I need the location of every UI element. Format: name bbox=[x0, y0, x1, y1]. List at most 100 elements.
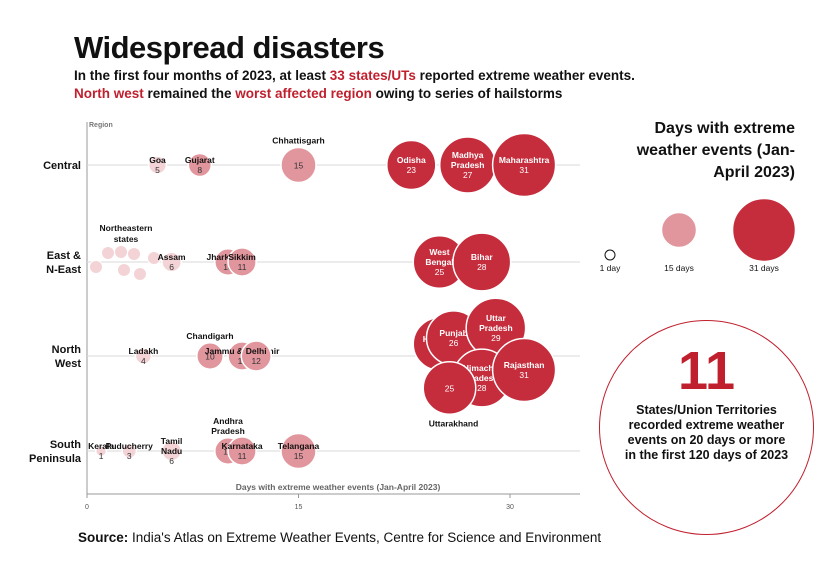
data-label-name: Pradesh bbox=[465, 373, 499, 383]
subtitle-highlight: North west bbox=[74, 86, 144, 101]
data-bubble bbox=[89, 260, 103, 274]
data-bubble bbox=[147, 155, 168, 175]
data-label-value: 8 bbox=[197, 165, 202, 175]
source-text: India's Atlas on Extreme Weather Events,… bbox=[128, 530, 602, 545]
data-bubble bbox=[161, 440, 183, 462]
data-bubble bbox=[196, 342, 224, 370]
callout-number: 11 bbox=[677, 341, 736, 401]
x-tick-label: 15 bbox=[295, 504, 303, 511]
data-label-value: 1 bbox=[99, 451, 104, 461]
data-label-value: 11 bbox=[238, 451, 247, 461]
data-bubble bbox=[147, 251, 161, 265]
subtitle-line-2: North west remained the worst affected r… bbox=[74, 86, 562, 101]
data-label-name: Kerala bbox=[88, 441, 114, 451]
data-label-name: Assam bbox=[158, 252, 186, 262]
data-label-name: Telangana bbox=[278, 441, 320, 451]
data-label-name: West bbox=[429, 247, 449, 257]
data-bubble bbox=[133, 267, 147, 281]
data-label-name: Punjab bbox=[439, 328, 467, 338]
legend-label: 31 days bbox=[749, 263, 779, 273]
data-label-value: 10 bbox=[223, 262, 233, 272]
data-label-value: 10 bbox=[205, 352, 215, 362]
source-label: Source: bbox=[78, 530, 129, 545]
data-label-value: 28 bbox=[477, 383, 487, 393]
legend-bubble bbox=[604, 249, 616, 261]
data-bubble bbox=[134, 347, 153, 365]
data-label-value: 23 bbox=[407, 165, 417, 175]
subtitle-text: remained the bbox=[143, 86, 236, 101]
data-label-name: Himachal bbox=[463, 363, 501, 373]
x-axis-title: Days with extreme weather events (Jan-Ap… bbox=[236, 482, 441, 492]
subtitle-text: owing to series of hailstorms bbox=[371, 86, 563, 101]
callout-text: States/Union Territories recorded extrem… bbox=[624, 403, 789, 462]
data-bubble bbox=[121, 443, 138, 459]
subtitle-line-1: In the first four months of 2023, at lea… bbox=[74, 68, 635, 83]
data-label-value: 25 bbox=[445, 384, 455, 394]
data-bubble bbox=[114, 245, 128, 259]
data-bubble bbox=[94, 444, 108, 458]
region-label: N-East bbox=[46, 264, 81, 276]
y-axis-title: Region bbox=[89, 122, 113, 129]
region-label: South bbox=[50, 439, 81, 451]
data-label-name: Maharashtra bbox=[499, 155, 550, 165]
data-label-name: Delhi bbox=[246, 346, 267, 356]
data-label-value: 12 bbox=[251, 356, 261, 366]
data-label-name: Pradesh bbox=[211, 426, 245, 436]
data-bubble bbox=[101, 246, 115, 260]
data-bubble bbox=[422, 361, 477, 415]
data-label-value: 27 bbox=[463, 170, 473, 180]
chart-title: Widespread disasters bbox=[74, 30, 385, 65]
data-label-value: 31 bbox=[519, 370, 529, 380]
data-bubble bbox=[491, 337, 557, 403]
data-label-value: 28 bbox=[477, 262, 487, 272]
data-label-name: Sikkim bbox=[228, 252, 256, 262]
data-bubble bbox=[161, 251, 183, 273]
data-label-value: 11 bbox=[238, 262, 247, 272]
data-label-name: Karnataka bbox=[222, 441, 263, 451]
data-label-name: Odisha bbox=[397, 155, 426, 165]
data-label-name: Andhra bbox=[213, 416, 243, 426]
subtitle-text: reported extreme weather events. bbox=[415, 68, 635, 83]
data-label-name: states bbox=[114, 234, 139, 244]
data-label-value: 29 bbox=[491, 333, 501, 343]
data-label-value: 31 bbox=[519, 165, 529, 175]
data-label-name: Tamil bbox=[161, 436, 183, 446]
subtitle-highlight: worst affected region bbox=[235, 86, 372, 101]
region-label: West bbox=[55, 358, 81, 370]
data-label-name: Bihar bbox=[471, 252, 493, 262]
data-label-name: Chhattisgarh bbox=[272, 135, 324, 145]
data-label-name: Nadu bbox=[161, 446, 182, 456]
data-bubble bbox=[491, 132, 557, 198]
source-note: Source: India's Atlas on Extreme Weather… bbox=[78, 530, 601, 545]
data-label-name: Northeastern bbox=[100, 223, 153, 233]
legend-label: 15 days bbox=[664, 263, 694, 273]
data-label-name: Chandigarh bbox=[186, 331, 233, 341]
data-label-value: 15 bbox=[294, 451, 304, 461]
data-label-value: 6 bbox=[169, 262, 174, 272]
data-label-value: 25 bbox=[435, 267, 445, 277]
region-label: Central bbox=[43, 160, 81, 172]
region-label: North bbox=[52, 344, 82, 356]
legend-bubble bbox=[731, 197, 797, 263]
data-label-name: Uttarakhand bbox=[429, 418, 479, 428]
data-label-name: Goa bbox=[149, 155, 166, 165]
data-bubble bbox=[227, 247, 257, 277]
data-bubble bbox=[187, 152, 213, 178]
data-bubble bbox=[452, 232, 512, 292]
data-bubble bbox=[280, 146, 317, 184]
legend-label: 1 day bbox=[600, 263, 622, 273]
data-label-name: Ladakh bbox=[129, 346, 159, 356]
data-label-value: 5 bbox=[155, 165, 160, 175]
region-label: East & bbox=[47, 250, 81, 262]
data-bubble bbox=[117, 263, 131, 277]
region-label: Peninsula bbox=[29, 453, 82, 465]
subtitle-text: In the first four months of 2023, at lea… bbox=[74, 68, 330, 83]
callout-circle: 11 States/Union Territories recorded ext… bbox=[599, 320, 814, 535]
data-label-name: Jharkhand bbox=[207, 252, 250, 262]
data-label-name: Gujarat bbox=[185, 155, 215, 165]
legend-title: Days with extreme weather events (Jan-Ap… bbox=[636, 120, 795, 181]
data-label-name: Pradesh bbox=[479, 323, 513, 333]
data-label-value: 26 bbox=[449, 338, 459, 348]
data-bubble bbox=[280, 432, 317, 470]
